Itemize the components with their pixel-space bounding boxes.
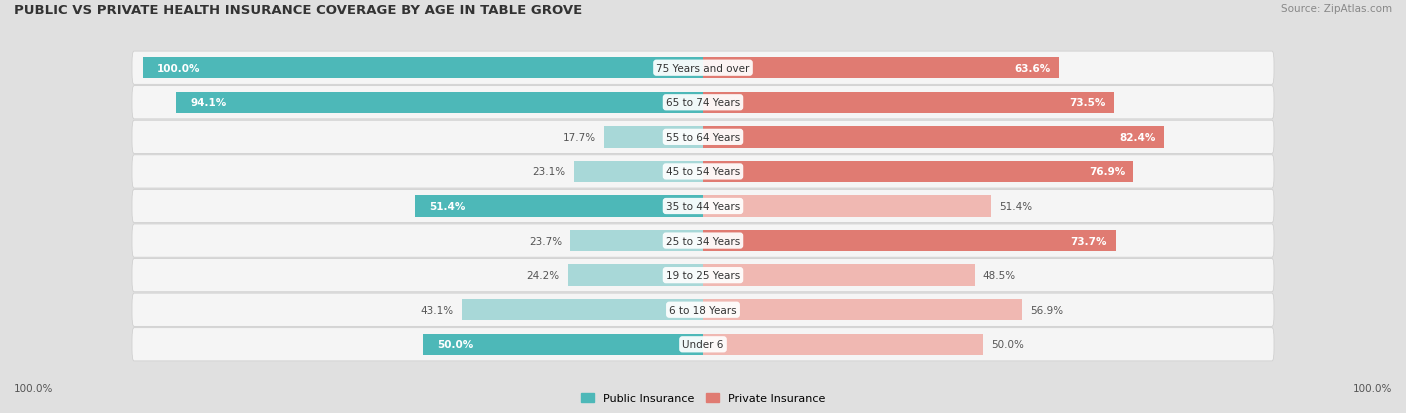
Text: 56.9%: 56.9% (1031, 305, 1063, 315)
Text: 100.0%: 100.0% (1353, 383, 1392, 393)
Text: 50.0%: 50.0% (991, 339, 1024, 349)
Bar (568, 265, 703, 286)
Bar (605, 127, 703, 148)
Text: 45 to 54 Years: 45 to 54 Years (666, 167, 740, 177)
FancyBboxPatch shape (132, 293, 1274, 327)
Bar (703, 265, 974, 286)
Text: PUBLIC VS PRIVATE HEALTH INSURANCE COVERAGE BY AGE IN TABLE GROVE: PUBLIC VS PRIVATE HEALTH INSURANCE COVER… (14, 4, 582, 17)
Text: 75 Years and over: 75 Years and over (657, 64, 749, 74)
Text: 73.7%: 73.7% (1071, 236, 1107, 246)
Text: 25 to 34 Years: 25 to 34 Years (666, 236, 740, 246)
FancyBboxPatch shape (132, 259, 1274, 292)
FancyBboxPatch shape (132, 86, 1274, 120)
Text: 23.7%: 23.7% (529, 236, 562, 246)
Text: 35 to 44 Years: 35 to 44 Years (666, 202, 740, 211)
Text: 76.9%: 76.9% (1088, 167, 1125, 177)
FancyBboxPatch shape (132, 224, 1274, 258)
FancyBboxPatch shape (132, 121, 1274, 154)
Bar (571, 230, 703, 252)
Bar (703, 161, 1133, 183)
Text: 6 to 18 Years: 6 to 18 Years (669, 305, 737, 315)
Text: 65 to 74 Years: 65 to 74 Years (666, 98, 740, 108)
Text: 19 to 25 Years: 19 to 25 Years (666, 271, 740, 280)
Bar (143, 58, 703, 79)
Text: 55 to 64 Years: 55 to 64 Years (666, 133, 740, 142)
Text: 82.4%: 82.4% (1119, 133, 1156, 142)
FancyBboxPatch shape (132, 190, 1274, 223)
Text: 100.0%: 100.0% (157, 64, 201, 74)
Text: 73.5%: 73.5% (1070, 98, 1107, 108)
Bar (703, 196, 991, 217)
Text: 48.5%: 48.5% (983, 271, 1017, 280)
Text: 100.0%: 100.0% (14, 383, 53, 393)
Legend: Public Insurance, Private Insurance: Public Insurance, Private Insurance (576, 388, 830, 408)
Text: 43.1%: 43.1% (420, 305, 453, 315)
Bar (423, 334, 703, 355)
Text: Under 6: Under 6 (682, 339, 724, 349)
FancyBboxPatch shape (132, 328, 1274, 361)
Bar (703, 299, 1022, 320)
Bar (703, 93, 1115, 114)
Bar (703, 230, 1115, 252)
Text: Source: ZipAtlas.com: Source: ZipAtlas.com (1281, 4, 1392, 14)
Text: 63.6%: 63.6% (1014, 64, 1050, 74)
Text: 51.4%: 51.4% (1000, 202, 1032, 211)
Bar (574, 161, 703, 183)
Bar (176, 93, 703, 114)
Bar (461, 299, 703, 320)
FancyBboxPatch shape (132, 52, 1274, 85)
Text: 94.1%: 94.1% (190, 98, 226, 108)
Text: 50.0%: 50.0% (437, 339, 474, 349)
Bar (703, 127, 1164, 148)
Bar (415, 196, 703, 217)
Text: 17.7%: 17.7% (562, 133, 596, 142)
Bar (703, 58, 1059, 79)
Text: 51.4%: 51.4% (429, 202, 465, 211)
Text: 24.2%: 24.2% (526, 271, 560, 280)
Text: 23.1%: 23.1% (531, 167, 565, 177)
Bar (703, 334, 983, 355)
FancyBboxPatch shape (132, 155, 1274, 189)
